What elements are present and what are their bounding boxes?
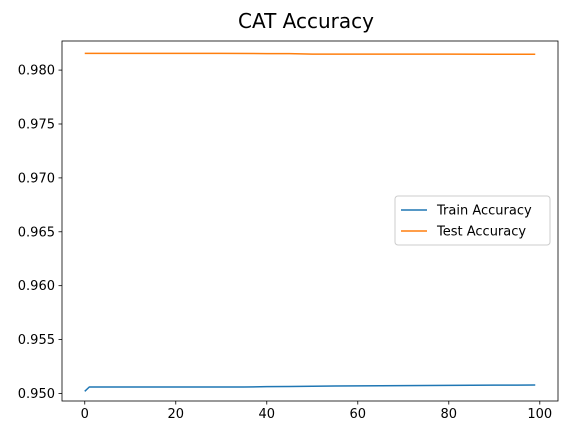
axes-frame — [61, 40, 559, 402]
legend: Train Accuracy Test Accuracy — [394, 195, 551, 246]
y-tick-label: 0.960 — [18, 279, 55, 294]
y-tick-label: 0.970 — [18, 171, 55, 186]
x-tick-label: 100 — [527, 407, 552, 422]
plot-area — [61, 40, 559, 402]
chart-title: CAT Accuracy — [238, 9, 374, 33]
x-tick-label: 20 — [167, 407, 184, 422]
x-tick-label: 0 — [81, 407, 89, 422]
legend-box — [394, 195, 551, 246]
series-line-2 — [84, 52, 536, 56]
x-axis: 0 20 40 60 80 100 — [81, 401, 552, 422]
y-tick-label: 0.975 — [18, 117, 55, 132]
y-tick-label: 0.965 — [18, 225, 55, 240]
y-tick-label: 0.980 — [18, 64, 55, 79]
legend-label: Test Accuracy — [436, 225, 526, 240]
y-tick-label: 0.950 — [18, 387, 55, 402]
x-tick-label: 80 — [441, 407, 458, 422]
y-axis: 0.950 0.955 0.960 0.965 0.970 0.975 0.980 — [18, 64, 62, 402]
series-line-1 — [84, 384, 536, 392]
y-tick-label: 0.955 — [18, 333, 55, 348]
x-tick-label: 60 — [350, 407, 367, 422]
legend-label: Train Accuracy — [436, 204, 532, 219]
x-tick-label: 40 — [258, 407, 275, 422]
